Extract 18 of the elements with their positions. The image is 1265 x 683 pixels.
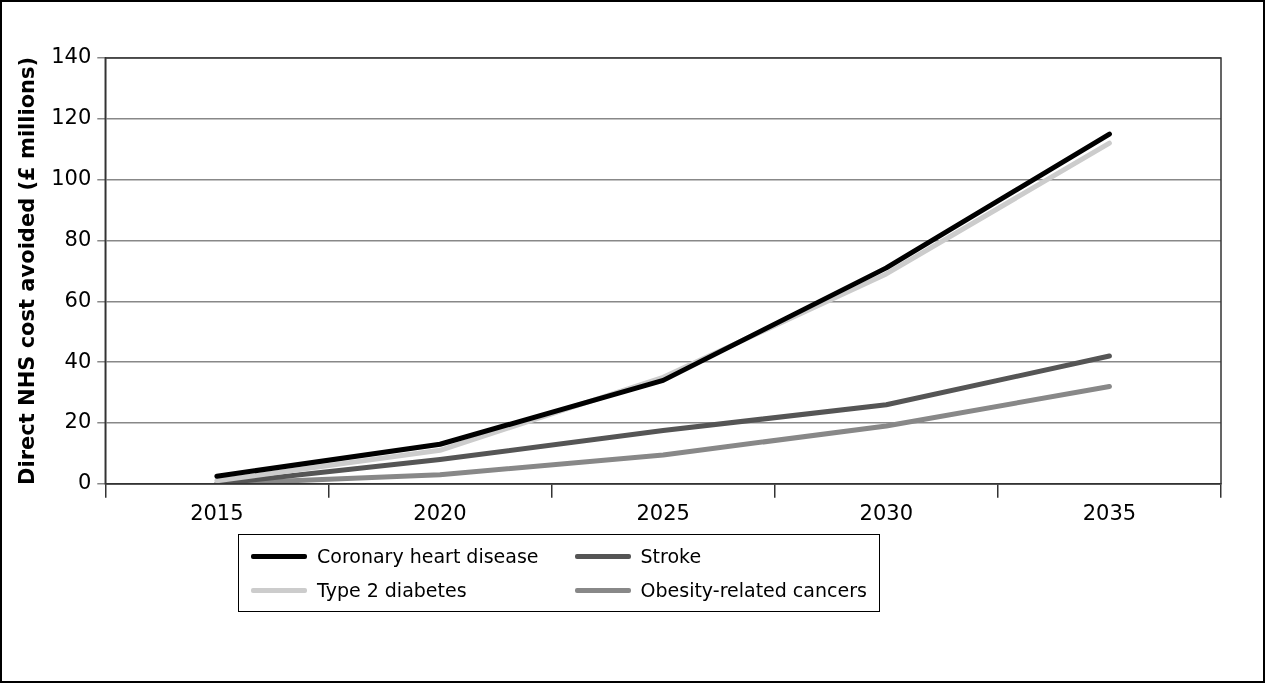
y-tick-label: 20 — [64, 409, 92, 434]
y-tick-label: 0 — [77, 470, 92, 495]
x-tick-label: 2035 — [1082, 500, 1137, 525]
y-tick-label: 120 — [51, 105, 92, 130]
legend-label: Stroke — [640, 545, 702, 567]
y-tick-label: 60 — [64, 287, 92, 312]
x-tick-label: 2025 — [636, 500, 690, 525]
y-tick-label: 140 — [51, 44, 92, 69]
y-tick-label: 100 — [51, 166, 92, 191]
legend-label: Type 2 diabetes — [317, 579, 467, 601]
x-tick-label: 2015 — [190, 500, 244, 525]
y-axis-title: Direct NHS cost avoided (£ millions) — [15, 56, 40, 485]
legend-label: Coronary heart disease — [317, 545, 539, 567]
y-tick-label: 80 — [64, 226, 92, 251]
x-tick-label: 2030 — [859, 500, 914, 525]
y-tick-label: 40 — [64, 348, 92, 373]
legend-label: Obesity-related cancers — [640, 579, 867, 601]
x-tick-label: 2020 — [413, 500, 467, 525]
